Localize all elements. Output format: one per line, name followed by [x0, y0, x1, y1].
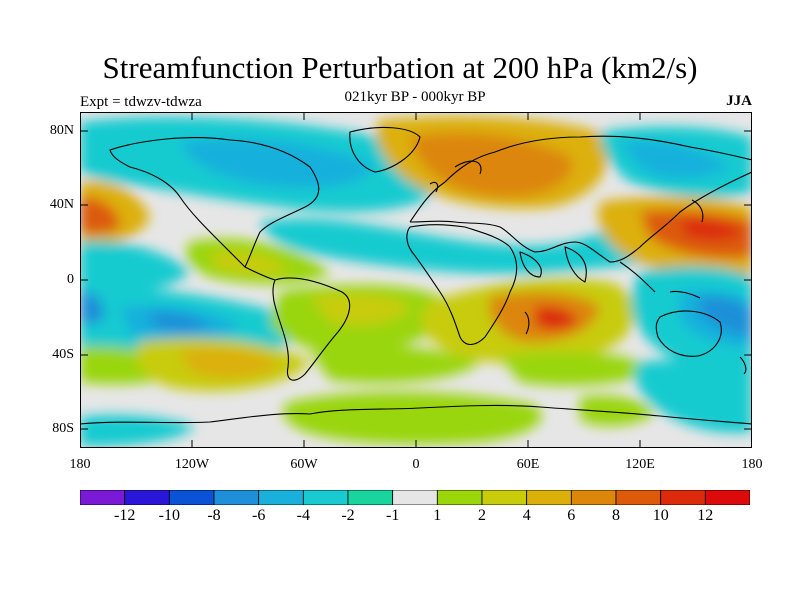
colorbar-swatch: [570, 490, 617, 505]
streamfunction-map: [80, 112, 752, 448]
map-subtitle: 021kyr BP - 000kyr BP: [344, 89, 486, 105]
colorbar-swatch: [168, 490, 215, 505]
colorbar-label: -6: [252, 507, 266, 524]
colorbar-swatch: [436, 490, 483, 505]
colorbar-swatch: [660, 490, 706, 505]
colorbar-swatch: [213, 490, 260, 505]
colorbar-label: 10: [652, 507, 669, 524]
colorbar-label: 8: [612, 507, 620, 524]
lat-label-40s: 40S: [52, 347, 74, 362]
continent-outlines: [80, 126, 752, 425]
colorbar-label: -2: [341, 507, 355, 524]
colorbar-label: 2: [478, 507, 486, 524]
lon-label-60w: 60W: [290, 457, 318, 472]
colorbar-label: -4: [296, 507, 310, 524]
colorbar-swatch: [392, 490, 438, 505]
colorbar-label: -10: [158, 507, 180, 524]
lat-label-80s: 80S: [52, 421, 74, 436]
colorbar-swatch: [302, 490, 349, 505]
lon-label-60e: 60E: [516, 457, 540, 472]
colorbar-swatch: [258, 490, 304, 505]
colorbar-swatch: [80, 490, 126, 505]
lat-label-eq: 0: [67, 272, 74, 287]
colorbar-swatch: [615, 490, 662, 505]
colorbar-label: 4: [522, 507, 531, 524]
colorbar-swatch: [481, 490, 528, 505]
lon-label-120e: 120E: [625, 457, 655, 472]
contour-field: [80, 112, 752, 448]
experiment-label: Expt = tdwzv-tdwza: [80, 94, 202, 110]
colorbar-label: 12: [697, 507, 714, 524]
colorbar-label: -12: [114, 507, 136, 524]
colorbar: [80, 490, 750, 505]
lat-label-80n: 80N: [49, 123, 74, 138]
lon-label-180e: 180: [741, 457, 763, 472]
colorbar-label: -8: [207, 507, 221, 524]
lat-label-40n: 40N: [49, 197, 74, 212]
colorbar-swatch: [124, 490, 170, 505]
colorbar-swatch: [347, 490, 394, 505]
colorbar-label: 1: [433, 507, 442, 524]
lon-label-0: 0: [412, 457, 420, 472]
colorbar-swatch: [526, 490, 572, 505]
lon-label-120w: 120W: [174, 457, 210, 472]
lon-label-180w: 180: [69, 457, 91, 472]
axis-ticks: [80, 112, 752, 448]
colorbar-label: -1: [386, 507, 400, 524]
colorbar-label: 6: [567, 507, 576, 524]
map-title: Streamfunction Perturbation at 200 hPa (…: [102, 50, 698, 85]
season-label: JJA: [726, 93, 752, 109]
colorbar-swatch: [704, 490, 750, 505]
